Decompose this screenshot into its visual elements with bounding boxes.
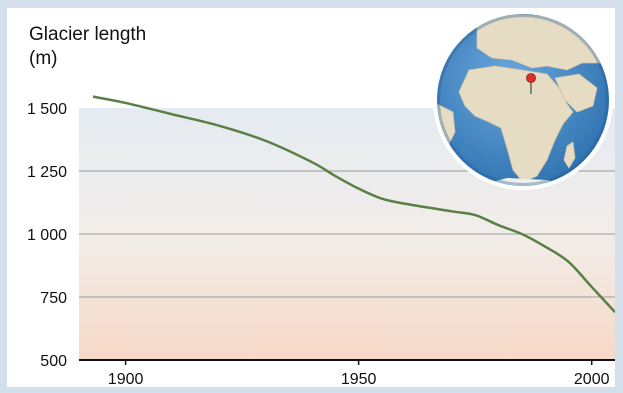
x-tick-label: 2000 [574,371,610,387]
line-chart: 500 750 1 000 1 250 1 500 1900 1950 2000 [27,10,615,387]
y-axis-title-line1: Glacier length [29,24,147,45]
y-tick-label: 1 250 [27,164,67,181]
y-tick-label: 1 000 [27,227,67,244]
x-tick-label: 1900 [108,371,144,387]
y-tick-label: 750 [40,290,67,307]
series-layer [92,95,615,313]
x-tick-label: 1950 [341,371,377,387]
y-axis-ticks: 500 750 1 000 1 250 1 500 [27,101,67,370]
series-line [92,95,615,313]
y-tick-label: 500 [40,353,67,370]
y-tick-label: 1 500 [27,101,67,118]
chart-frame: Glacier length (m) 500 750 1 000 1 250 1 500… [7,8,615,387]
x-axis-ticks: 1900 1950 2000 [108,360,610,387]
y-axis-title-line2: (m) [29,48,58,69]
globe-map-icon [433,10,613,190]
